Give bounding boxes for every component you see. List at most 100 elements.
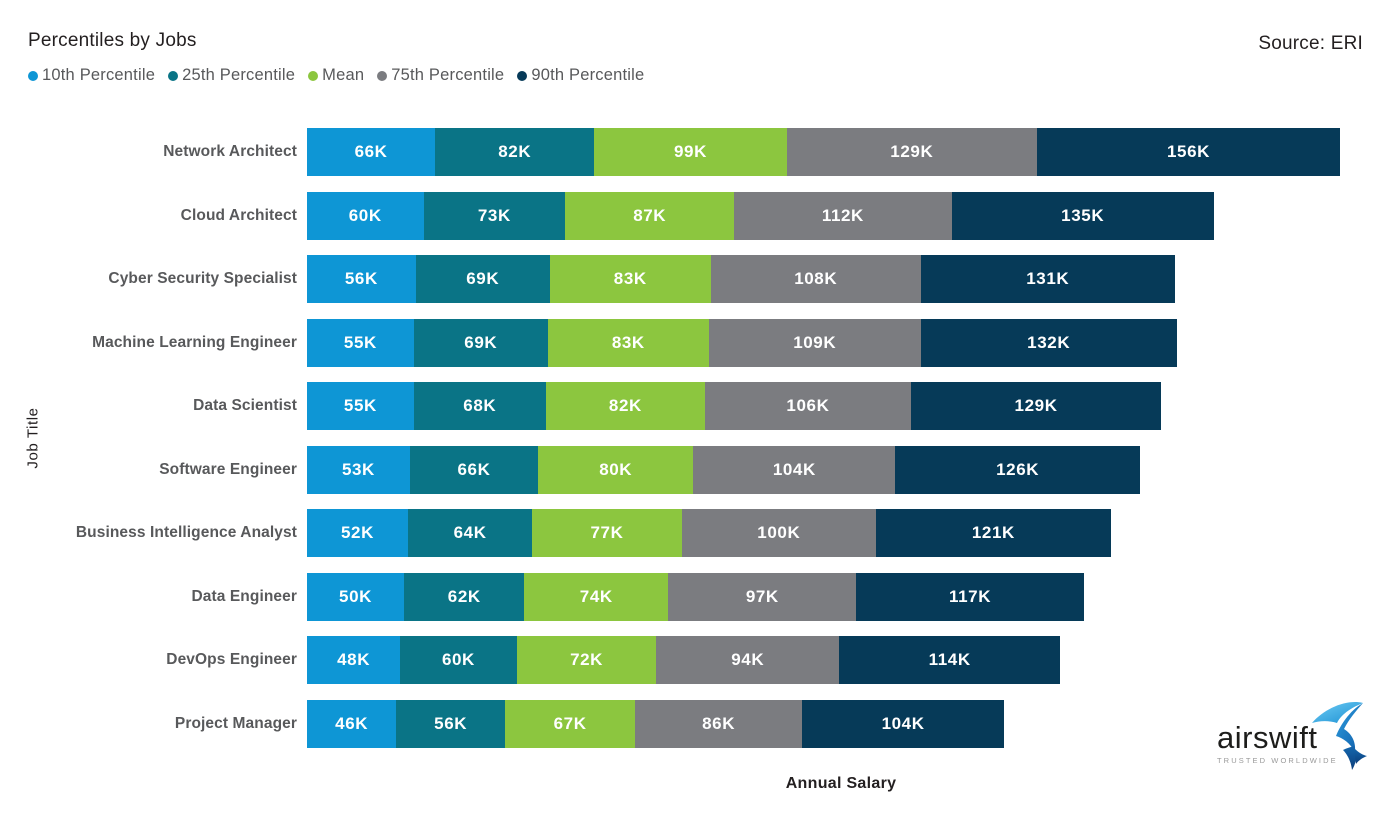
airswift-logo: airswift TRUSTED WORLDWIDE (1217, 698, 1367, 770)
bar-value-label: 86K (702, 713, 736, 733)
bar-value-label: 99K (673, 142, 707, 161)
bar-track: 56K 69K 83K 108K 131K (307, 255, 1175, 303)
legend-label: 75th Percentile (391, 66, 505, 84)
bar-value-label: 80K (599, 459, 633, 479)
bar-row: Business Intelligence Analyst 52K 64K 77K 10… (0, 509, 1389, 557)
bar-segment-25th-percentile: 62K (404, 572, 525, 621)
bar-track: 50K 62K 74K 97K 117K (307, 572, 1084, 621)
bar-segment-25th-percentile: 66K (409, 445, 539, 494)
bar-segment-90th-percentile: 104K (802, 699, 1005, 748)
bar-value-label: 104K (881, 713, 925, 733)
bar-segment-75th-percentile: 86K (635, 699, 803, 748)
bar-value-label: 50K (339, 586, 373, 606)
bar-segment-25th-percentile: 69K (413, 318, 548, 367)
bar-value-label: 121K (971, 523, 1015, 542)
bar-value-label: 60K (441, 650, 475, 669)
bar-value-label: 135K (1061, 205, 1105, 225)
bar-value-label: 83K (611, 332, 645, 352)
bar-value-label: 117K (949, 586, 992, 606)
bar-segment-75th-percentile: 104K (693, 445, 896, 494)
job-label: Data Scientist (193, 397, 297, 414)
bar-segment-90th-percentile: 129K (910, 382, 1162, 430)
legend-label: Mean (322, 66, 365, 84)
bar-value-label: 69K (466, 269, 500, 288)
bar-segment-mean: 67K (505, 699, 636, 748)
bar-value-label: 156K (1166, 142, 1211, 161)
bar-segment-mean: 83K (547, 318, 709, 367)
bar-value-label: 52K (340, 523, 374, 542)
bar-segment-75th-percentile: 109K (708, 318, 921, 367)
bar-row: Machine Learning Engineer 55K 69K 83K 109K 13… (0, 318, 1389, 367)
bar-track: 60K 73K 87K 112K 135K (307, 191, 1214, 240)
bar-segment-mean: 87K (565, 191, 735, 240)
bar-value-label: 82K (608, 396, 642, 415)
bar-segment-25th-percentile: 64K (407, 509, 533, 557)
bar-value-label: 129K (1014, 396, 1058, 415)
job-label: Network Architect (163, 143, 297, 160)
bar-track: 46K 56K 67K 86K 104K (307, 699, 1005, 748)
job-label: Project Manager (174, 714, 297, 732)
bar-row: Cloud Architect 60K 73K 87K 112K 135K (0, 191, 1389, 240)
bar-segment-75th-percentile: 94K (656, 636, 839, 684)
bar-value-label: 100K (757, 523, 801, 542)
bar-track: 66K 82K 99K 129K 156K (307, 128, 1340, 176)
legend-item-10th-percentile: 10th Percentile (28, 66, 155, 85)
legend: 10th Percentile 25th Percentile Mean 75th P… (28, 66, 644, 85)
bar-segment-90th-percentile: 132K (920, 318, 1177, 367)
legend-label: 10th Percentile (42, 66, 156, 84)
bar-segment-10th-percentile: 56K (307, 255, 416, 303)
bar-segment-25th-percentile: 56K (396, 699, 506, 748)
legend-item-25th-percentile: 25th Percentile (168, 66, 295, 85)
job-label: Software Engineer (159, 460, 297, 478)
bar-segment-75th-percentile: 97K (668, 572, 857, 621)
legend-dot-icon (28, 70, 38, 81)
x-axis-label: Annual Salary (785, 775, 897, 792)
bar-segment-mean: 77K (532, 509, 682, 557)
bar-track: 55K 69K 83K 109K 132K (307, 318, 1177, 367)
bar-track: 52K 64K 77K 100K 121K (307, 509, 1111, 557)
bar-segment-90th-percentile: 131K (920, 255, 1175, 303)
job-label: Cyber Security Specialist (108, 270, 297, 287)
bar-value-label: 97K (745, 586, 779, 606)
job-label: Cloud Architect (180, 206, 297, 224)
bar-segment-75th-percentile: 129K (786, 128, 1038, 176)
bar-row: Project Manager 46K 56K 67K 86K 104K (0, 699, 1389, 748)
bar-value-label: 132K (1027, 332, 1071, 352)
bar-chart: Network Architect 66K 82K 99K 129K 156K Cloud … (0, 128, 1389, 763)
y-axis-label: Job Title (24, 407, 42, 469)
page-title: Percentiles by Jobs (28, 30, 197, 51)
bar-segment-10th-percentile: 53K (307, 445, 410, 494)
bar-segment-90th-percentile: 126K (895, 445, 1140, 494)
bar-value-label: 112K (821, 205, 864, 225)
bar-value-label: 83K (613, 269, 647, 288)
job-label: Machine Learning Engineer (92, 333, 297, 351)
bar-segment-90th-percentile: 114K (839, 636, 1061, 684)
legend-label: 25th Percentile (182, 66, 296, 84)
bar-value-label: 55K (343, 396, 377, 415)
bar-value-label: 46K (335, 713, 369, 733)
bar-value-label: 69K (464, 332, 498, 352)
bar-segment-25th-percentile: 82K (435, 128, 595, 176)
job-label: DevOps Engineer (166, 651, 297, 668)
bar-value-label: 66K (457, 459, 491, 479)
bar-segment-10th-percentile: 60K (307, 191, 424, 240)
bar-segment-10th-percentile: 50K (307, 572, 405, 621)
bar-value-label: 66K (354, 142, 388, 161)
bar-value-label: 56K (434, 713, 468, 733)
bar-segment-90th-percentile: 135K (951, 191, 1214, 240)
bar-value-label: 62K (447, 586, 481, 606)
bar-segment-mean: 99K (594, 128, 787, 176)
legend-label: 90th Percentile (531, 66, 645, 84)
bar-segment-10th-percentile: 46K (307, 699, 397, 748)
bar-segment-25th-percentile: 60K (400, 636, 517, 684)
bar-value-label: 67K (553, 713, 587, 733)
bar-value-label: 108K (794, 269, 838, 288)
bar-value-label: 68K (463, 396, 497, 415)
bar-segment-25th-percentile: 68K (413, 382, 546, 430)
job-label: Data Engineer (191, 587, 297, 605)
bar-segment-10th-percentile: 48K (307, 636, 401, 684)
bar-row: DevOps Engineer 48K 60K 72K 94K 114K (0, 636, 1389, 684)
bar-segment-90th-percentile: 156K (1037, 128, 1340, 176)
bar-value-label: 94K (731, 650, 765, 669)
